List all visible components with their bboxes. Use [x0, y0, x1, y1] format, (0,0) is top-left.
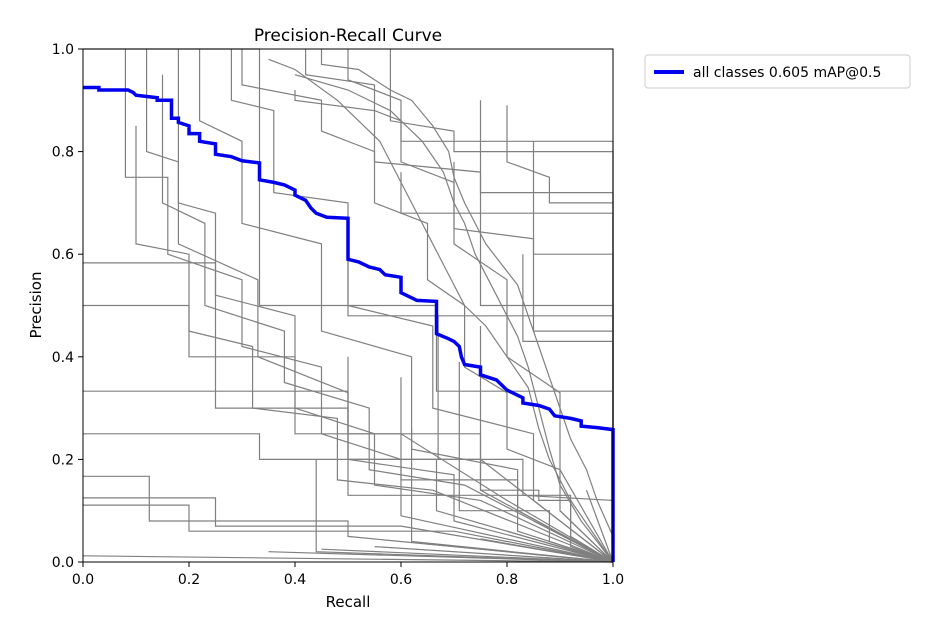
class-curve-35 — [458, 361, 614, 563]
class-curve-46 — [321, 548, 614, 563]
class-curve-47 — [268, 551, 614, 563]
x-tick-label-4: 0.8 — [496, 572, 518, 588]
class-curve-31 — [347, 356, 614, 563]
class-curve-7 — [83, 497, 614, 563]
all-classes-curve — [83, 85, 615, 562]
legend: all classes 0.605 mAP@0.5 — [644, 54, 911, 89]
y-tick-label-0: 0.0 — [52, 555, 74, 571]
class-curve-44 — [559, 510, 614, 563]
class-curve-38 — [82, 555, 614, 563]
y-tick-label-1: 0.2 — [52, 452, 74, 468]
class-curve-42 — [506, 530, 614, 563]
legend-box — [644, 54, 911, 89]
class-curve-20 — [268, 58, 614, 563]
class-curve-10 — [146, 49, 614, 563]
class-curve-11 — [177, 49, 614, 563]
class-curve-19 — [241, 49, 614, 563]
class-curve-39 — [374, 546, 614, 563]
class-curve-4 — [83, 390, 614, 563]
y-axis-ticks: 0.0 0.2 0.4 0.6 0.8 1.0 — [52, 42, 83, 571]
y-tick-label-3: 0.6 — [52, 247, 74, 263]
x-tick-label-2: 0.4 — [284, 572, 306, 588]
legend-label-all-classes: all classes 0.605 mAP@0.5 — [693, 65, 881, 81]
class-curve-40 — [427, 543, 614, 563]
class-curve-43 — [533, 520, 614, 563]
class-curve-45 — [585, 489, 614, 563]
x-tick-label-3: 0.6 — [390, 572, 412, 588]
plot-frame — [82, 48, 614, 563]
class-curve-23 — [294, 90, 614, 562]
class-curve-17 — [320, 49, 614, 562]
class-curve-33 — [479, 326, 614, 563]
x-tick-label-1: 0.2 — [178, 572, 200, 588]
class-curve-6 — [83, 475, 614, 563]
y-tick-label-4: 0.8 — [52, 145, 74, 161]
x-axis-ticks: 0.0 0.2 0.4 0.6 0.8 1.0 — [72, 562, 624, 588]
class-curve-41 — [480, 538, 614, 563]
y-axis-label: Precision — [27, 272, 45, 339]
x-tick-label-0: 0.0 — [72, 572, 94, 588]
y-tick-label-2: 0.4 — [52, 350, 74, 366]
y-tick-label-5: 1.0 — [52, 42, 74, 58]
per-class-curves — [82, 48, 614, 563]
class-curve-14 — [135, 125, 614, 563]
class-curve-8 — [83, 504, 614, 563]
x-tick-label-5: 1.0 — [602, 572, 624, 588]
class-curve-18 — [294, 74, 614, 563]
chart-title: Precision-Recall Curve — [254, 26, 442, 46]
summary-curve — [83, 85, 615, 562]
class-curve-15 — [161, 74, 614, 563]
x-axis-label: Recall — [326, 593, 371, 611]
